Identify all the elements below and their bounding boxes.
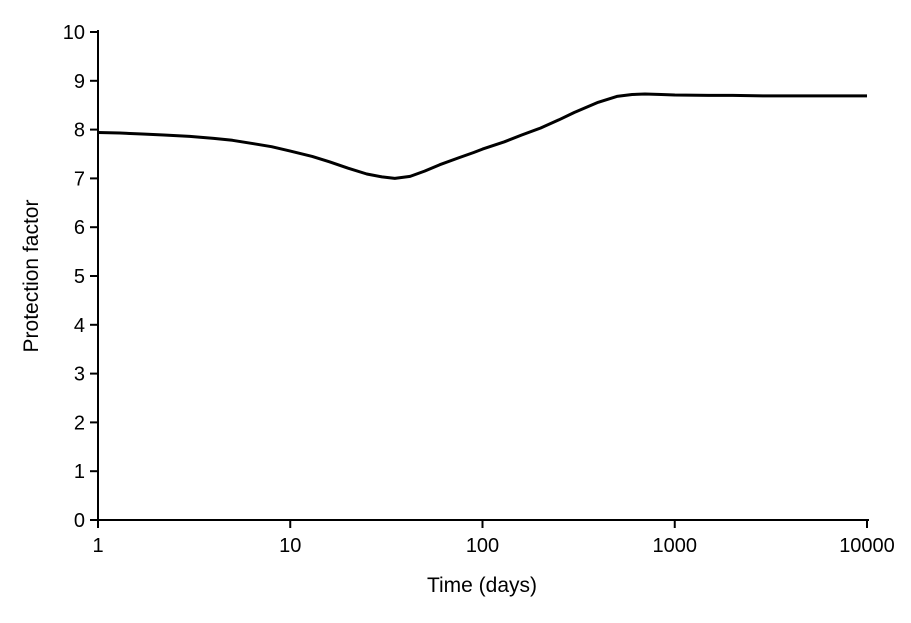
y-tick-label: 1 — [74, 461, 85, 483]
y-tick-label: 3 — [74, 364, 85, 386]
y-tick-label: 4 — [74, 315, 85, 337]
y-tick-label: 7 — [74, 168, 85, 190]
y-axis-ticks: 0 1 2 3 4 5 6 7 8 9 10 — [63, 22, 98, 532]
y-tick-label: 10 — [63, 22, 85, 44]
x-tick-label: 1000 — [653, 535, 698, 557]
x-tick-label: 10000 — [839, 535, 895, 557]
y-tick-label: 9 — [74, 71, 85, 93]
y-tick-label: 0 — [74, 510, 85, 532]
x-axis-title: Time (days) — [427, 574, 537, 597]
y-tick-label: 2 — [74, 412, 85, 434]
y-axis-title: Protection factor — [20, 200, 43, 353]
x-axis-ticks: 1 10 100 1000 10000 — [92, 520, 895, 557]
y-tick-label: 6 — [74, 217, 85, 239]
x-tick-label: 100 — [466, 535, 499, 557]
x-tick-label: 1 — [92, 535, 103, 557]
y-tick-label: 5 — [74, 266, 85, 288]
y-tick-label: 8 — [74, 120, 85, 142]
x-tick-label: 10 — [279, 535, 301, 557]
data-line-protection-factor — [97, 92, 867, 180]
